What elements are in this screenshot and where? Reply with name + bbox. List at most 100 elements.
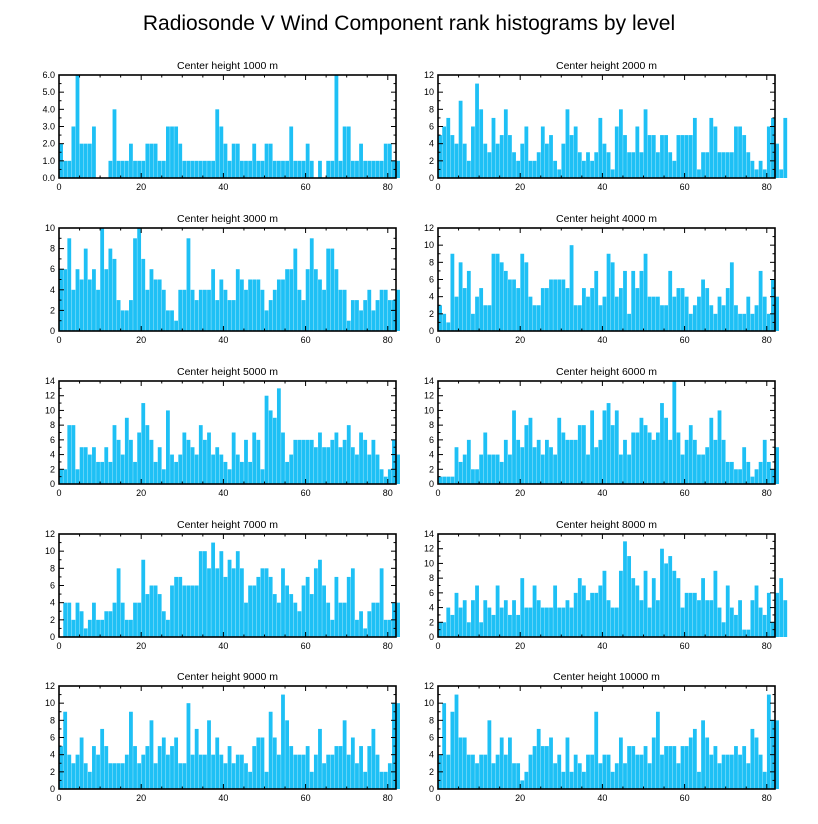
y-tick-label: 8 xyxy=(50,420,55,430)
histogram-bar xyxy=(750,600,755,637)
histogram-bar xyxy=(458,737,463,789)
histogram-bar xyxy=(771,117,775,178)
y-tick-label: 14 xyxy=(424,529,434,539)
histogram-bar xyxy=(717,607,722,637)
histogram-bar xyxy=(108,611,113,637)
histogram-bar xyxy=(635,432,640,484)
histogram-bar xyxy=(725,461,730,484)
histogram-bar xyxy=(532,585,537,637)
histogram-bar xyxy=(462,288,467,331)
histogram-bar xyxy=(643,746,648,789)
y-tick-label: 6 xyxy=(50,581,55,591)
histogram-bar xyxy=(729,152,734,178)
histogram-bar xyxy=(631,746,636,789)
histogram-bar xyxy=(326,754,331,789)
histogram-bar xyxy=(680,135,685,178)
histogram-bar xyxy=(639,754,644,789)
histogram-bar xyxy=(516,439,521,484)
histogram-bar xyxy=(721,622,726,637)
histogram-bar xyxy=(104,447,109,484)
histogram-bar xyxy=(450,476,455,484)
histogram-bar xyxy=(639,270,644,331)
histogram-bar xyxy=(75,75,80,178)
histogram-bar xyxy=(63,602,68,637)
histogram-bar xyxy=(565,600,570,637)
histogram-bar xyxy=(264,771,269,789)
histogram-bar xyxy=(701,279,705,331)
histogram-bar xyxy=(67,160,72,178)
histogram-bar xyxy=(635,126,640,178)
histogram-bar xyxy=(598,305,603,331)
histogram-bar xyxy=(120,454,125,484)
histogram-bar xyxy=(182,160,187,178)
histogram-bar xyxy=(342,602,347,637)
histogram-bar xyxy=(133,461,137,484)
histogram-bar xyxy=(672,570,677,637)
histogram-bar xyxy=(668,270,673,331)
histogram-bar xyxy=(145,594,150,637)
histogram-bar xyxy=(313,269,318,331)
histogram-bar xyxy=(705,447,710,484)
histogram-bar xyxy=(553,454,558,484)
histogram-bar xyxy=(746,461,751,484)
histogram-bar xyxy=(239,568,244,637)
histogram-bar xyxy=(561,432,566,484)
histogram-bar xyxy=(334,746,339,789)
histogram-bar xyxy=(161,737,166,789)
histogram-bar xyxy=(466,754,471,789)
histogram-bar xyxy=(734,469,738,484)
y-tick-label: 10 xyxy=(424,405,434,415)
y-tick-label: 10 xyxy=(45,223,55,233)
histogram-panel: Center height 8000 m 0 20 40 60 80 0 2 4 6 8 10 12 14 xyxy=(424,519,788,651)
histogram-bar xyxy=(557,169,562,178)
histogram-bar xyxy=(729,262,734,331)
x-tick-label: 80 xyxy=(762,793,772,803)
histogram-bar xyxy=(536,305,541,331)
histogram-bar xyxy=(750,476,755,484)
histogram-bar xyxy=(71,126,76,178)
histogram-bar xyxy=(754,737,759,789)
histogram-bar xyxy=(623,135,627,178)
y-tick-label: 4 xyxy=(50,285,55,295)
histogram-bar xyxy=(762,439,767,484)
histogram-bar xyxy=(631,578,636,637)
x-axis-ticks xyxy=(58,686,389,789)
histogram-bar xyxy=(63,160,68,178)
x-tick-label: 60 xyxy=(680,335,690,345)
panel-title: Center height 4000 m xyxy=(556,213,657,225)
histogram-bar xyxy=(252,432,257,484)
histogram-bar xyxy=(149,143,154,178)
histogram-bar xyxy=(207,160,211,178)
histogram-bar xyxy=(379,469,384,484)
histogram-bar xyxy=(396,602,400,637)
histogram-bar xyxy=(67,754,72,789)
histogram-bar xyxy=(297,289,302,331)
histogram-bar xyxy=(120,602,125,637)
histogram-bar xyxy=(83,628,88,637)
y-tick-label: 6 xyxy=(429,275,434,285)
histogram-bar xyxy=(664,305,668,331)
histogram-bar xyxy=(96,289,100,331)
histogram-panel: Center height 6000 m 0 20 40 60 80 0 2 4 6 8 10 12 14 xyxy=(424,366,779,498)
histogram-bar xyxy=(309,238,314,331)
histogram-bar xyxy=(766,461,771,484)
histogram-bar xyxy=(688,135,693,178)
y-tick-label: 8 xyxy=(429,573,434,583)
histogram-bar xyxy=(487,152,492,178)
histogram-bar xyxy=(581,771,586,789)
histogram-bar xyxy=(540,746,545,789)
y-tick-label: 10 xyxy=(424,87,434,97)
histogram-bar xyxy=(528,754,533,789)
histogram-bar xyxy=(503,439,508,484)
histogram-bar xyxy=(590,288,595,331)
histogram-bar xyxy=(334,432,339,484)
histogram-bar xyxy=(153,143,158,178)
histogram-bar xyxy=(713,570,718,637)
histogram-bar xyxy=(137,160,142,178)
y-tick-label: 12 xyxy=(424,70,434,80)
histogram-bar xyxy=(540,288,545,331)
histogram-bar xyxy=(594,152,599,178)
histogram-bar xyxy=(762,296,767,331)
panel-title: Center height 10000 m xyxy=(553,671,660,683)
histogram-bar xyxy=(309,439,314,484)
